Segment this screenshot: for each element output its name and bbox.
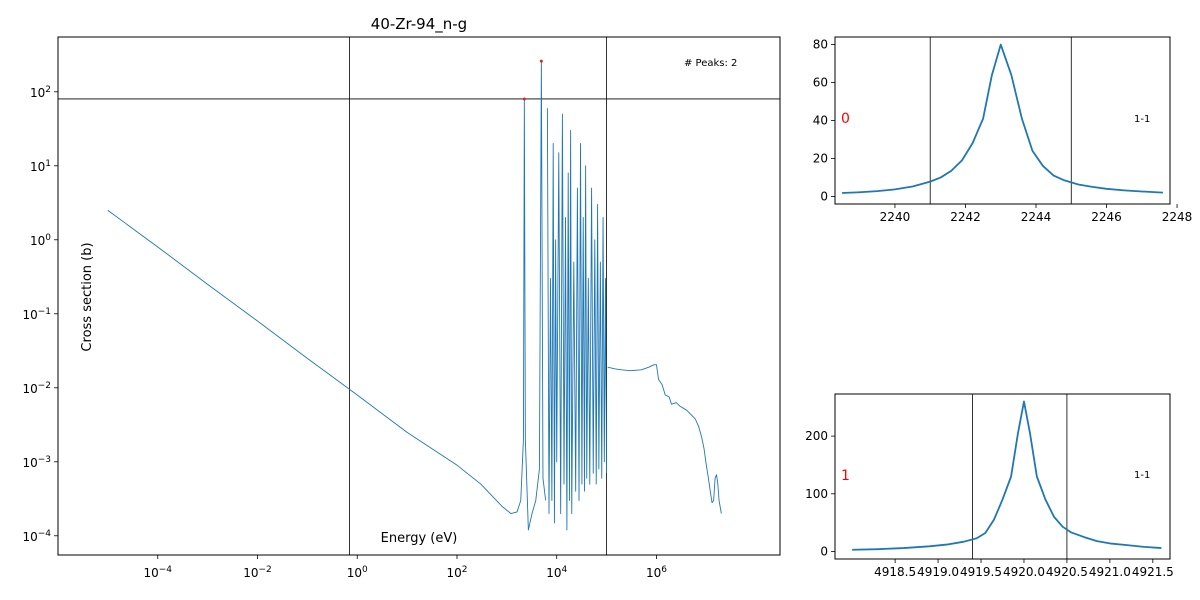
main-x-tick-label-5: 106 (646, 565, 667, 580)
main-x-tick-label-3: 102 (446, 565, 467, 580)
zoom-panel-1-y-ticks: 0 100 200 (805, 429, 835, 559)
zoom0-x-tick-label-1: 2242 (950, 210, 981, 224)
zoom-panel-1-index-label: 1 (841, 468, 850, 484)
main-y-ticks: 10−4 10−3 10−2 10−1 100 101 102 (22, 85, 58, 544)
zoom1-y-tick-label-2: 200 (805, 429, 828, 443)
peaks-count-annotation: # Peaks: 2 (684, 58, 737, 69)
zoom-panel-0-index-label: 0 (841, 111, 850, 127)
main-series-line-0 (107, 60, 547, 531)
main-y-axis-label: Cross section (b) (80, 242, 95, 351)
main-x-tick-label-0: 10−4 (143, 565, 172, 580)
main-peak-marker-0 (522, 97, 526, 101)
main-y-tick-label-1: 10−3 (22, 455, 51, 470)
zoom-panel-0-x-ticks: 2240 2242 2244 2246 2248 (880, 204, 1193, 224)
main-x-ticks: 10−4 10−2 100 102 104 106 (143, 555, 667, 580)
zoom0-x-tick-label-2: 2244 (1021, 210, 1052, 224)
zoom-panel-1-frame (834, 393, 1171, 560)
main-peak-marker-1 (539, 59, 543, 63)
zoom0-y-tick-label-4: 80 (813, 38, 828, 52)
zoom-panel-0: 2240 2242 2244 2246 2248 0 20 40 60 80 0 1-1 (813, 36, 1193, 224)
zoom1-x-tick-label-3: 4920.0 (1003, 565, 1045, 579)
zoom1-x-tick-label-4: 4920.5 (1046, 565, 1088, 579)
main-y-tick-label-3: 10−1 (22, 307, 51, 322)
zoom1-x-tick-label-5: 4921.0 (1089, 565, 1131, 579)
zoom0-x-tick-label-3: 2246 (1091, 210, 1122, 224)
zoom0-y-tick-label-0: 0 (820, 189, 828, 203)
zoom1-series-line-0 (852, 400, 1162, 551)
zoom0-y-tick-label-1: 20 (813, 151, 828, 165)
zoom-panel-1: 4918.5 4919.0 4919.5 4920.0 4920.5 4921.0 4921… (805, 393, 1174, 579)
zoom-panel-1-plot-area (852, 394, 1162, 559)
main-plot: 10−4 10−2 100 102 104 106 10−4 10−3 10−2 10−1 100… (22, 15, 781, 580)
zoom0-x-tick-label-0: 2240 (880, 210, 911, 224)
main-series-line-2 (607, 364, 722, 514)
main-y-tick-label-4: 100 (30, 233, 51, 248)
zoom1-x-tick-label-6: 4921.5 (1132, 565, 1174, 579)
zoom0-series-line-0 (842, 43, 1163, 194)
zoom-panel-1-annotation: 1-1 (1134, 470, 1150, 481)
main-y-tick-label-5: 101 (30, 159, 51, 174)
zoom1-x-tick-label-0: 4918.5 (874, 565, 916, 579)
main-y-tick-label-0: 10−4 (22, 529, 51, 544)
zoom1-x-tick-label-1: 4919.0 (917, 565, 959, 579)
main-plot-area (58, 37, 780, 555)
main-x-tick-label-2: 100 (347, 565, 368, 580)
zoom1-y-tick-label-0: 0 (820, 545, 828, 559)
main-title: 40-Zr-94_n-g (371, 15, 467, 34)
zoom1-x-tick-label-2: 4919.5 (960, 565, 1002, 579)
main-y-tick-label-6: 102 (30, 85, 51, 100)
zoom-panel-0-y-ticks: 0 20 40 60 80 (813, 38, 835, 203)
zoom0-y-tick-label-2: 40 (813, 114, 828, 128)
main-x-tick-label-1: 10−2 (243, 565, 272, 580)
zoom-panel-0-annotation: 1-1 (1134, 114, 1150, 125)
main-x-axis-label: Energy (eV) (381, 531, 458, 546)
zoom0-x-tick-label-4: 2248 (1162, 210, 1193, 224)
main-series-line-1 (546, 108, 608, 531)
main-y-tick-label-2: 10−2 (22, 381, 51, 396)
zoom0-y-tick-label-3: 60 (813, 76, 828, 90)
zoom1-y-tick-label-1: 100 (805, 487, 828, 501)
main-x-tick-label-4: 104 (546, 565, 567, 580)
main-plot-frame (57, 36, 781, 556)
zoom-panel-1-x-ticks: 4918.5 4919.0 4919.5 4920.0 4920.5 4921.0 4921… (874, 559, 1174, 579)
zoom-panel-0-plot-area (842, 37, 1163, 204)
